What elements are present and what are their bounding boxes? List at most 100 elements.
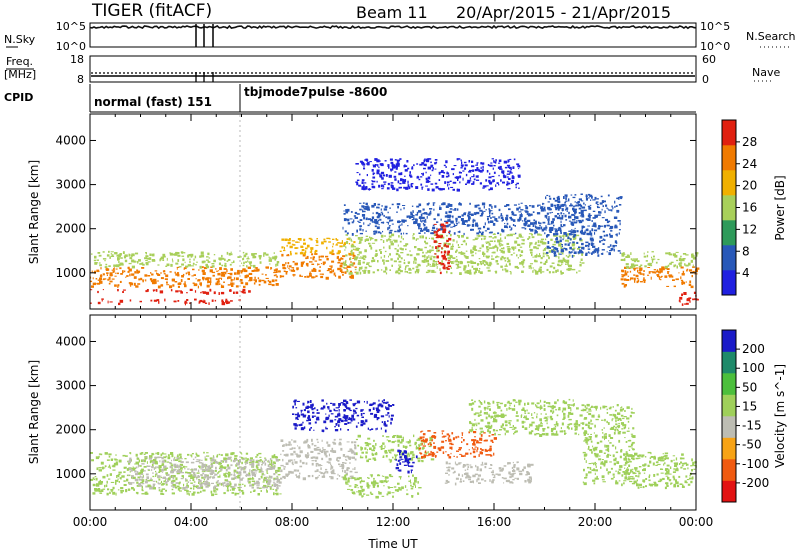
rti-cell (342, 226, 344, 230)
rti-cell (349, 263, 353, 266)
rti-cell (336, 239, 339, 241)
rti-cell (524, 412, 527, 414)
rti-cell (193, 485, 197, 488)
rti-cell (448, 232, 451, 235)
rti-cell (390, 186, 394, 189)
rti-cell (194, 298, 197, 301)
rti-cell (241, 490, 244, 492)
rti-cell (225, 302, 228, 305)
rti-cell (181, 275, 184, 278)
rti-cell (305, 455, 309, 458)
rti-cell (489, 247, 493, 249)
rti-cell (241, 262, 243, 264)
rti-cell (273, 269, 277, 272)
rti-cell (607, 220, 611, 223)
rti-cell (324, 471, 328, 473)
rti-cell (676, 265, 678, 269)
rti-cell (362, 229, 364, 232)
rti-cell (243, 291, 246, 294)
rti-cell (377, 231, 381, 234)
rti-cell (447, 252, 449, 256)
rti-cell (390, 169, 392, 172)
rti-cell (379, 173, 381, 176)
rti-cell (568, 252, 572, 254)
rti-cell (674, 264, 677, 267)
rti-cell (176, 457, 179, 460)
rti-cell (148, 457, 153, 460)
rti-cell (617, 250, 621, 252)
rti-cell (113, 268, 115, 270)
rti-cell (587, 214, 590, 218)
rti-cell (371, 481, 374, 485)
rti-cell (639, 269, 641, 272)
rti-cell (382, 240, 385, 243)
rti-cell (349, 218, 353, 220)
rti-cell (317, 448, 321, 451)
rti-cell (344, 263, 346, 266)
rti-cell (215, 278, 218, 281)
rti-cell (486, 248, 490, 251)
rti-cell (425, 438, 428, 442)
rti-cell (145, 260, 148, 262)
rti-cell (492, 479, 495, 481)
rti-cell (397, 244, 399, 247)
rti-cell (552, 412, 554, 414)
rti-cell (465, 256, 469, 259)
rti-cell (648, 262, 652, 266)
rti-cell (254, 279, 257, 283)
rti-cell (339, 245, 343, 248)
rti-cell (241, 453, 243, 455)
rti-cell (624, 266, 627, 269)
rti-cell (576, 202, 579, 204)
rti-cell (390, 452, 392, 454)
rti-cell (359, 456, 364, 459)
rti-cell (438, 179, 441, 181)
rti-cell (531, 417, 534, 419)
rti-cell (343, 204, 346, 206)
rti-cell (99, 479, 101, 483)
rti-cell (552, 243, 556, 246)
rti-cell (318, 474, 320, 477)
rti-cell (474, 436, 476, 438)
rti-cell (396, 162, 400, 165)
rti-cell (509, 225, 511, 228)
cpid-segment-normal: normal (fast) 151 (94, 95, 212, 109)
rti-cell (388, 174, 392, 178)
rti-cell (455, 258, 458, 260)
rti-cell (366, 206, 370, 210)
rti-cell (416, 265, 418, 269)
rti-cell (378, 249, 382, 251)
rti-cell (526, 471, 529, 474)
rti-cell (426, 179, 430, 183)
rti-cell (639, 273, 643, 275)
rti-cell (161, 488, 166, 490)
rti-cell (501, 228, 503, 232)
rti-cell (542, 252, 545, 255)
rti-cell (381, 495, 385, 497)
rti-cell (131, 265, 135, 269)
rti-cell (500, 247, 505, 250)
rti-cell (282, 458, 284, 462)
rti-cell (488, 242, 491, 245)
rti-cell (332, 245, 334, 248)
rti-cell (420, 228, 423, 231)
rti-cell (302, 254, 306, 257)
rti-cell (478, 405, 481, 408)
rti-cell (635, 260, 638, 262)
rti-cell (544, 416, 548, 419)
rti-cell (397, 451, 400, 453)
rti-cell (492, 167, 494, 170)
rti-cell (161, 483, 164, 485)
rti-cell (397, 439, 400, 443)
rti-cell (436, 451, 439, 453)
rti-cell (551, 229, 554, 231)
rti-cell (116, 264, 120, 268)
rti-cell (553, 427, 555, 429)
rti-cell (531, 234, 533, 236)
rti-cell (418, 216, 422, 219)
rti-cell (426, 265, 428, 267)
rti-cell (692, 298, 695, 301)
rti-cell (424, 440, 428, 443)
rti-cell (560, 204, 562, 207)
rti-cell (489, 479, 491, 482)
